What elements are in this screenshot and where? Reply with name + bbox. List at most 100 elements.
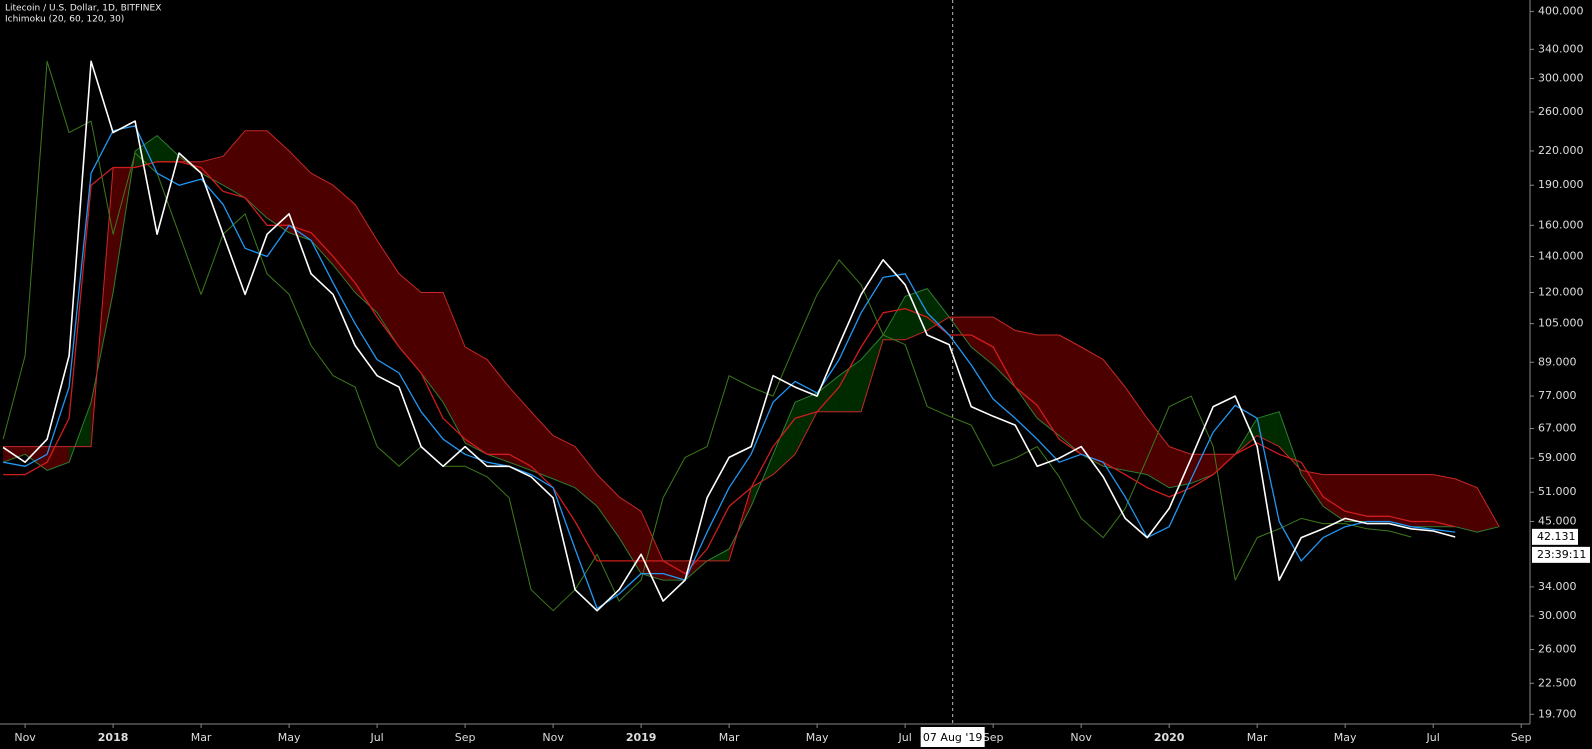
- y-tick-label: 105.000: [1538, 317, 1584, 330]
- y-tick-label: 77.000: [1538, 389, 1577, 402]
- cloud-segment: [1169, 446, 1192, 488]
- cloud-segment: [1191, 454, 1214, 484]
- y-tick-label: 26.000: [1538, 643, 1577, 656]
- cloud-segment: [1081, 347, 1104, 467]
- cloud-segment: [135, 135, 158, 168]
- cloud-segment: [245, 130, 268, 219]
- cloud-segment: [1125, 387, 1148, 475]
- cloud-segment: [1433, 474, 1456, 527]
- x-tick-label: Sep: [1511, 731, 1532, 744]
- cloud-segment: [487, 359, 510, 463]
- y-tick-label: 190.000: [1538, 178, 1584, 191]
- x-tick-label: May: [806, 731, 829, 744]
- cloud-segment: [641, 511, 664, 581]
- cloud-segment: [443, 292, 466, 443]
- price-line: [2, 60, 1456, 612]
- crosshair-label: 07 Aug '19: [923, 731, 983, 744]
- y-tick-label: 340.000: [1538, 42, 1584, 55]
- y-tick-label: 400.000: [1538, 4, 1584, 17]
- cloud-segment: [553, 435, 576, 488]
- lagging-line: [2, 60, 1412, 612]
- crosshair-label-box: [920, 727, 985, 747]
- cloud-segment: [795, 393, 818, 455]
- cloud-segment: [465, 347, 488, 455]
- y-tick-label: 67.000: [1538, 422, 1577, 435]
- cloud-segment: [1455, 478, 1478, 533]
- y-tick-label: 140.000: [1538, 249, 1584, 262]
- cloud-segment: [1037, 335, 1060, 436]
- y-tick-label: 34.000: [1538, 580, 1577, 593]
- x-tick-label: Sep: [455, 731, 476, 744]
- y-tick-label: 260.000: [1538, 105, 1584, 118]
- y-axis-panel: [1530, 0, 1592, 749]
- cloud-segment: [597, 474, 620, 538]
- y-tick-label: 160.000: [1538, 218, 1584, 231]
- cloud-segment: [1301, 470, 1324, 507]
- cloud-segment: [883, 296, 906, 340]
- cloud-segment: [421, 292, 444, 403]
- cloud-segment: [333, 185, 356, 293]
- x-tick-label: Jul: [369, 731, 383, 744]
- y-tick-label: 51.000: [1538, 485, 1577, 498]
- cloud-segment: [905, 288, 928, 340]
- cloud-segment: [201, 156, 224, 186]
- chart-title: Litecoin / U.S. Dollar, 1D, BITFINEX: [5, 4, 161, 14]
- x-tick-label: Nov: [542, 731, 564, 744]
- cloud-segment: [25, 446, 48, 471]
- cloud-segment: [993, 317, 1016, 388]
- x-tick-label: 2019: [626, 731, 657, 744]
- y-tick-label: 120.000: [1538, 285, 1584, 298]
- last-price-label: 42.131: [1537, 530, 1576, 543]
- base-line: [3, 161, 1456, 575]
- cloud-segment: [1477, 487, 1500, 533]
- cloud-segment: [399, 273, 422, 373]
- cloud-segment: [267, 130, 290, 233]
- cloud-segment: [531, 411, 554, 479]
- indicator-label: Ichimoku (20, 60, 120, 30): [5, 15, 124, 25]
- y-tick-label: 45.000: [1538, 514, 1577, 527]
- x-tick-label: Jul: [898, 731, 912, 744]
- x-tick-label: Jul: [1426, 731, 1440, 744]
- y-tick-label: 30.000: [1538, 609, 1577, 622]
- cloud-segment: [377, 240, 400, 348]
- x-tick-label: Sep: [983, 731, 1004, 744]
- timer-box: [1532, 546, 1590, 563]
- x-tick-label: 2018: [98, 731, 129, 744]
- cloud-segment: [509, 387, 532, 471]
- cloud-segment: [773, 402, 796, 475]
- x-tick-label: 2020: [1154, 731, 1185, 744]
- cloud-segment: [1345, 474, 1368, 522]
- timer-label: 23:39:11: [1537, 548, 1586, 561]
- cloud-segment: [1147, 418, 1170, 488]
- cloud-segment: [1411, 474, 1434, 527]
- y-tick-label: 89.000: [1538, 355, 1577, 368]
- cloud-segment: [289, 150, 312, 241]
- cloud-segment: [1367, 474, 1390, 522]
- plot-area: [2, 60, 1500, 612]
- x-tick-label: May: [1334, 731, 1357, 744]
- x-tick-label: Nov: [14, 731, 36, 744]
- y-tick-label: 19.700: [1538, 707, 1577, 720]
- cloud-segment: [1389, 474, 1412, 527]
- cloud-segment: [575, 446, 598, 507]
- last-price-box: [1532, 528, 1578, 545]
- conversion-line: [2, 125, 1456, 610]
- x-tick-label: Mar: [191, 731, 212, 744]
- y-tick-label: 220.000: [1538, 144, 1584, 157]
- x-tick-label: Mar: [1247, 731, 1268, 744]
- y-tick-label: 300.000: [1538, 72, 1584, 85]
- cloud-segment: [1015, 330, 1038, 419]
- cloud-segment: [1059, 335, 1082, 455]
- x-tick-label: Nov: [1070, 731, 1092, 744]
- cloud-segment: [311, 173, 334, 265]
- x-axis-panel: [0, 724, 1530, 749]
- cloud-segment: [839, 359, 862, 412]
- cloud-segment: [817, 375, 840, 412]
- y-tick-label: 59.000: [1538, 451, 1577, 464]
- cloud-segment: [619, 496, 642, 574]
- cloud-segment: [1103, 359, 1126, 471]
- y-tick-label: 22.500: [1538, 676, 1577, 689]
- cloud-segment: [157, 135, 180, 162]
